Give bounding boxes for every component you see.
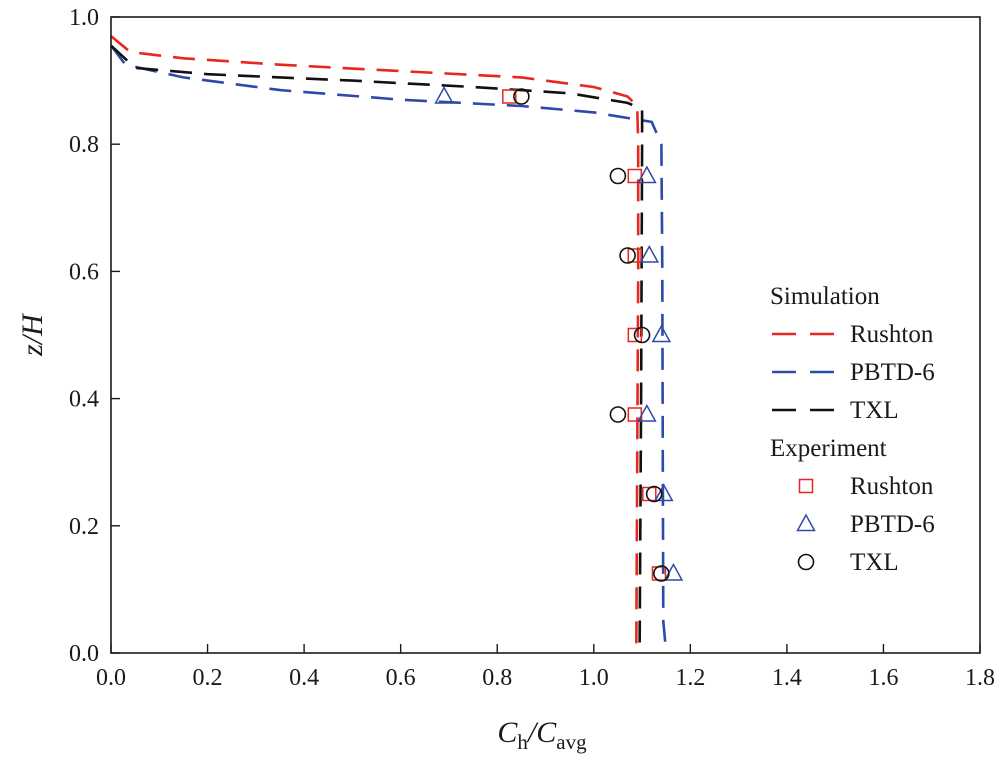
plot-frame xyxy=(110,16,981,654)
x-tick-label: 0.2 xyxy=(193,665,223,691)
experiment-point-pbtd-6 xyxy=(654,483,674,502)
simulation-line-pbtd-6 xyxy=(109,44,668,654)
legend-label-experiment-pbtd-6: PBTD-6 xyxy=(850,511,935,538)
x-tick-label: 0.6 xyxy=(386,665,416,691)
y-tick-label: 0.2 xyxy=(69,514,99,540)
experiment-point-txl xyxy=(645,485,663,503)
experiment-point-txl xyxy=(633,326,651,344)
y-tick-label: 0.4 xyxy=(69,387,99,413)
experiment-point-txl xyxy=(653,565,670,582)
experiment-point-pbtd-6 xyxy=(637,403,657,422)
legend-heading-simulation: Simulation xyxy=(770,283,880,310)
legend-heading-experiment: Experiment xyxy=(770,435,887,462)
x-tick-label: 1.2 xyxy=(675,665,705,691)
experiment-point-txl xyxy=(609,406,627,423)
x-tick-label: 1.8 xyxy=(965,665,995,691)
simulation-line-rushton xyxy=(110,35,640,654)
experiment-point-pbtd-6 xyxy=(651,324,672,343)
experiment-point-rushton xyxy=(627,327,643,343)
legend-marker-rushton xyxy=(798,478,814,494)
y-tick-label: 0.6 xyxy=(69,259,99,285)
legend-marker-pbtd-6 xyxy=(796,513,816,532)
legend-label-simulation-pbtd-6: PBTD-6 xyxy=(850,359,935,386)
experiment-point-rushton xyxy=(627,248,643,263)
simulation-line-txl xyxy=(110,44,644,654)
x-tick-label: 0.4 xyxy=(289,665,319,691)
experiment-point-rushton xyxy=(642,486,657,502)
x-tick-label: 1.4 xyxy=(772,665,802,691)
experiment-point-txl xyxy=(609,167,627,185)
experiment-point-rushton xyxy=(502,89,517,104)
experiment-point-pbtd-6 xyxy=(637,165,657,184)
y-axis-label: z/H xyxy=(16,312,49,357)
legend-label-simulation-txl: TXL xyxy=(850,397,899,424)
y-tick-label: 0.8 xyxy=(69,132,99,158)
x-tick-label: 0.0 xyxy=(96,665,126,691)
legend-marker-txl xyxy=(797,553,815,571)
x-tick-label: 0.8 xyxy=(482,665,512,691)
experiment-point-pbtd-6 xyxy=(639,244,660,263)
y-tick-label: 0.0 xyxy=(69,641,99,667)
y-tick-label: 1.0 xyxy=(69,5,99,31)
x-tick-label: 1.6 xyxy=(868,665,898,691)
legend-label-simulation-rushton: Rushton xyxy=(850,321,934,348)
legend-label-experiment-rushton: Rushton xyxy=(850,473,934,500)
x-tick-label: 1.0 xyxy=(579,665,609,691)
experiment-point-txl xyxy=(513,88,530,105)
x-axis-label: Ch/Cavg xyxy=(497,716,587,754)
experiment-point-pbtd-6 xyxy=(434,85,454,104)
legend-label-experiment-txl: TXL xyxy=(850,549,899,576)
experiment-point-txl xyxy=(619,247,636,264)
